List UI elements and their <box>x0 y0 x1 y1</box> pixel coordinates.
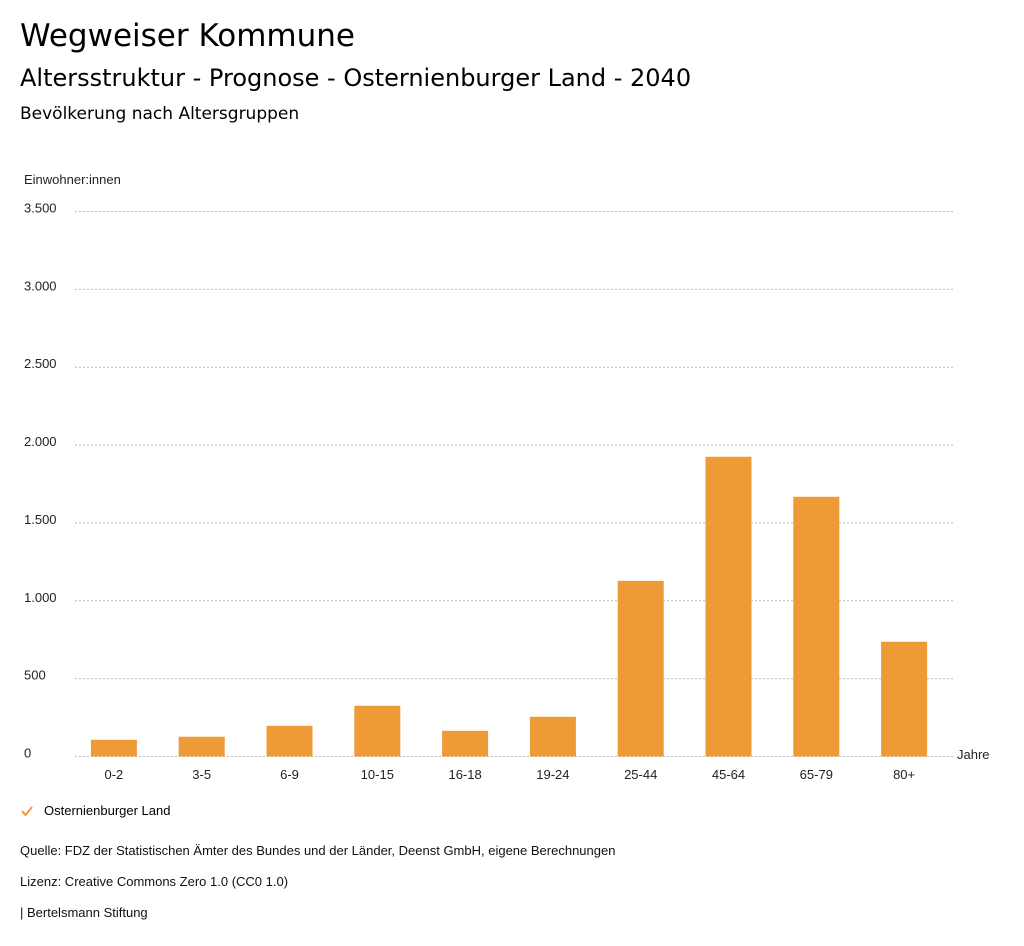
y-tick-label: 0 <box>24 746 31 761</box>
bar-65-79[interactable] <box>793 496 840 757</box>
y-tick-label: 2.000 <box>24 434 57 449</box>
page-title: Wegweiser Kommune <box>20 18 355 54</box>
y-tick-labels: 0 500 1.000 1.500 2.000 2.500 3.000 3.500 <box>24 201 57 761</box>
y-tick-label: 1.500 <box>24 512 57 527</box>
chart-heading: Bevölkerung nach Altersgruppen <box>20 104 300 124</box>
bar-80+[interactable] <box>881 641 928 757</box>
y-tick-label: 3.500 <box>24 201 57 216</box>
x-tick-label: 80+ <box>893 767 915 782</box>
bar-19-24[interactable] <box>529 716 576 757</box>
x-tick-label: 6-9 <box>280 767 299 782</box>
bar-45-64[interactable] <box>705 456 752 757</box>
legend-item[interactable]: Osternienburger Land <box>20 803 170 818</box>
x-tick-label: 19-24 <box>536 767 569 782</box>
bars <box>90 456 928 757</box>
bar-10-15[interactable] <box>354 705 401 757</box>
y-tick-label: 2.500 <box>24 356 57 371</box>
source-text: Quelle: FDZ der Statistischen Ämter des … <box>20 843 616 858</box>
publisher-text: | Bertelsmann Stiftung <box>20 905 148 920</box>
x-tick-labels: 0-2 3-5 6-9 10-15 16-18 19-24 25-44 45-64 65-79 8… <box>105 767 916 782</box>
x-tick-label: 0-2 <box>105 767 124 782</box>
y-axis-label: Einwohner:innen <box>24 172 121 187</box>
x-tick-label: 10-15 <box>361 767 394 782</box>
x-tick-label: 25-44 <box>624 767 657 782</box>
bar-chart: Einwohner:innen 0 500 1.000 1.500 2.000 2.500… <box>24 172 990 782</box>
x-tick-label: 45-64 <box>712 767 745 782</box>
bar-6-9[interactable] <box>266 725 313 757</box>
y-tick-label: 500 <box>24 668 46 683</box>
check-icon <box>21 805 33 817</box>
bar-3-5[interactable] <box>178 736 225 757</box>
x-axis-label: Jahre <box>957 747 990 762</box>
bar-25-44[interactable] <box>617 580 664 757</box>
bar-16-18[interactable] <box>442 730 489 757</box>
bar-0-2[interactable] <box>90 739 137 757</box>
x-tick-label: 3-5 <box>192 767 211 782</box>
x-tick-label: 65-79 <box>800 767 833 782</box>
y-tick-label: 3.000 <box>24 278 57 293</box>
license-text: Lizenz: Creative Commons Zero 1.0 (CC0 1… <box>20 874 289 889</box>
legend-label: Osternienburger Land <box>44 803 171 818</box>
x-tick-label: 16-18 <box>448 767 481 782</box>
page-subtitle: Altersstruktur - Prognose - Osternienbur… <box>20 64 692 92</box>
y-tick-label: 1.000 <box>24 590 57 605</box>
